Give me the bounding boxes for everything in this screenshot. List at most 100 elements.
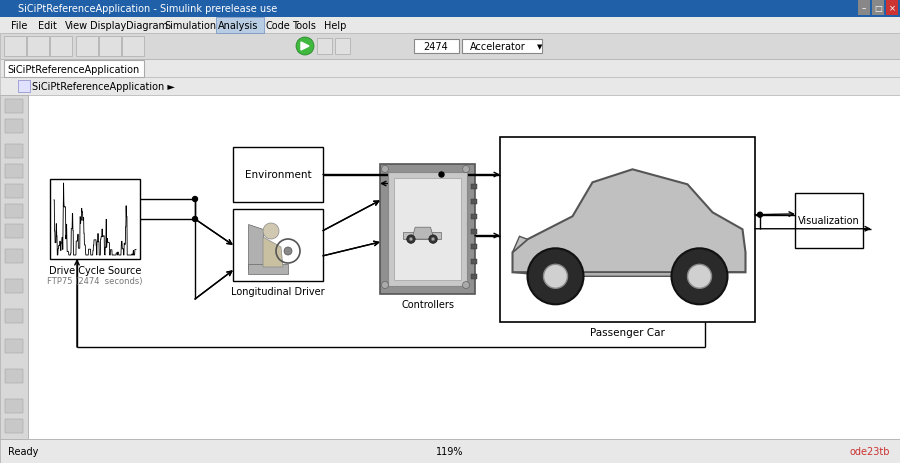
Bar [795, 194, 863, 249]
Text: □: □ [874, 5, 882, 13]
Bar [27, 37, 49, 57]
Bar [335, 39, 350, 55]
Text: SiCiPtReferenceApplication ►: SiCiPtReferenceApplication ► [32, 82, 175, 92]
Text: Passenger Car: Passenger Car [590, 327, 665, 337]
Bar [0, 18, 900, 34]
Polygon shape [248, 225, 263, 269]
Text: ×: × [888, 5, 896, 13]
Bar [76, 37, 98, 57]
Bar [471, 185, 477, 189]
Circle shape [688, 265, 712, 288]
Bar [471, 259, 477, 264]
Bar [471, 230, 477, 234]
Bar [5, 165, 23, 179]
Circle shape [439, 173, 444, 178]
Bar [5, 279, 23, 294]
Text: Accelerator: Accelerator [470, 42, 526, 52]
Text: Code: Code [266, 21, 290, 31]
Bar [872, 1, 884, 16]
Circle shape [671, 249, 727, 305]
Bar [4, 61, 144, 78]
Circle shape [463, 166, 470, 173]
Polygon shape [248, 264, 288, 275]
Text: Environment: Environment [245, 170, 311, 180]
Text: ode23tb: ode23tb [850, 446, 890, 456]
Text: Help: Help [324, 21, 346, 31]
Bar [0, 34, 900, 60]
Bar [5, 419, 23, 433]
Text: SiCiPtReferenceApplication: SiCiPtReferenceApplication [8, 65, 140, 75]
Bar [99, 37, 121, 57]
Bar [500, 138, 755, 322]
Text: ▼: ▼ [537, 44, 543, 50]
Circle shape [407, 235, 415, 244]
Circle shape [527, 249, 583, 305]
Bar [462, 40, 542, 54]
Bar [5, 369, 23, 383]
Bar [388, 173, 467, 287]
Circle shape [382, 166, 389, 173]
Bar [0, 60, 900, 78]
Bar [50, 37, 72, 57]
Bar [5, 399, 23, 413]
Bar [5, 205, 23, 219]
Text: Diagram: Diagram [126, 21, 168, 31]
Text: 2474: 2474 [424, 42, 448, 52]
Bar [317, 39, 332, 55]
Text: Edit: Edit [38, 21, 57, 31]
Circle shape [431, 238, 435, 241]
Text: Display: Display [90, 21, 126, 31]
Bar [0, 78, 900, 96]
Bar [886, 1, 898, 16]
Text: Controllers: Controllers [401, 300, 454, 309]
Bar [5, 185, 23, 199]
Bar [50, 180, 140, 259]
Bar [233, 210, 323, 282]
Bar [0, 0, 900, 18]
Bar [216, 18, 264, 34]
Bar [4, 37, 26, 57]
Bar [858, 1, 870, 16]
Polygon shape [403, 233, 441, 239]
Bar [5, 100, 23, 114]
Circle shape [263, 224, 279, 239]
Text: View: View [65, 21, 88, 31]
Bar [5, 144, 23, 159]
Polygon shape [512, 237, 527, 253]
Circle shape [428, 235, 437, 244]
Bar [5, 250, 23, 263]
Circle shape [544, 265, 568, 288]
Bar [18, 81, 30, 93]
Circle shape [284, 247, 292, 256]
Circle shape [382, 282, 389, 289]
Bar [5, 225, 23, 238]
Bar [380, 165, 475, 294]
Text: File: File [11, 21, 27, 31]
Circle shape [193, 217, 197, 222]
Text: 119%: 119% [436, 446, 464, 456]
Text: Drive Cycle Source: Drive Cycle Source [49, 265, 141, 275]
Bar [233, 148, 323, 202]
Bar [471, 200, 477, 205]
Text: Analysis: Analysis [218, 21, 258, 31]
Bar [471, 275, 477, 279]
Text: Tools: Tools [292, 21, 317, 31]
Text: FTP75 (2474  seconds): FTP75 (2474 seconds) [47, 276, 143, 285]
Polygon shape [412, 228, 434, 239]
Polygon shape [512, 273, 745, 277]
Bar [0, 439, 900, 463]
Bar [394, 179, 461, 281]
Bar [5, 339, 23, 353]
Text: Visualization: Visualization [798, 216, 859, 226]
Text: Ready: Ready [8, 446, 39, 456]
Circle shape [296, 38, 314, 56]
Bar [0, 96, 28, 439]
Text: –: – [862, 5, 866, 13]
Polygon shape [512, 170, 745, 273]
Bar [5, 309, 23, 323]
Circle shape [410, 238, 412, 241]
Bar [414, 40, 459, 54]
Bar [471, 244, 477, 250]
Bar [5, 120, 23, 134]
Circle shape [758, 213, 762, 218]
